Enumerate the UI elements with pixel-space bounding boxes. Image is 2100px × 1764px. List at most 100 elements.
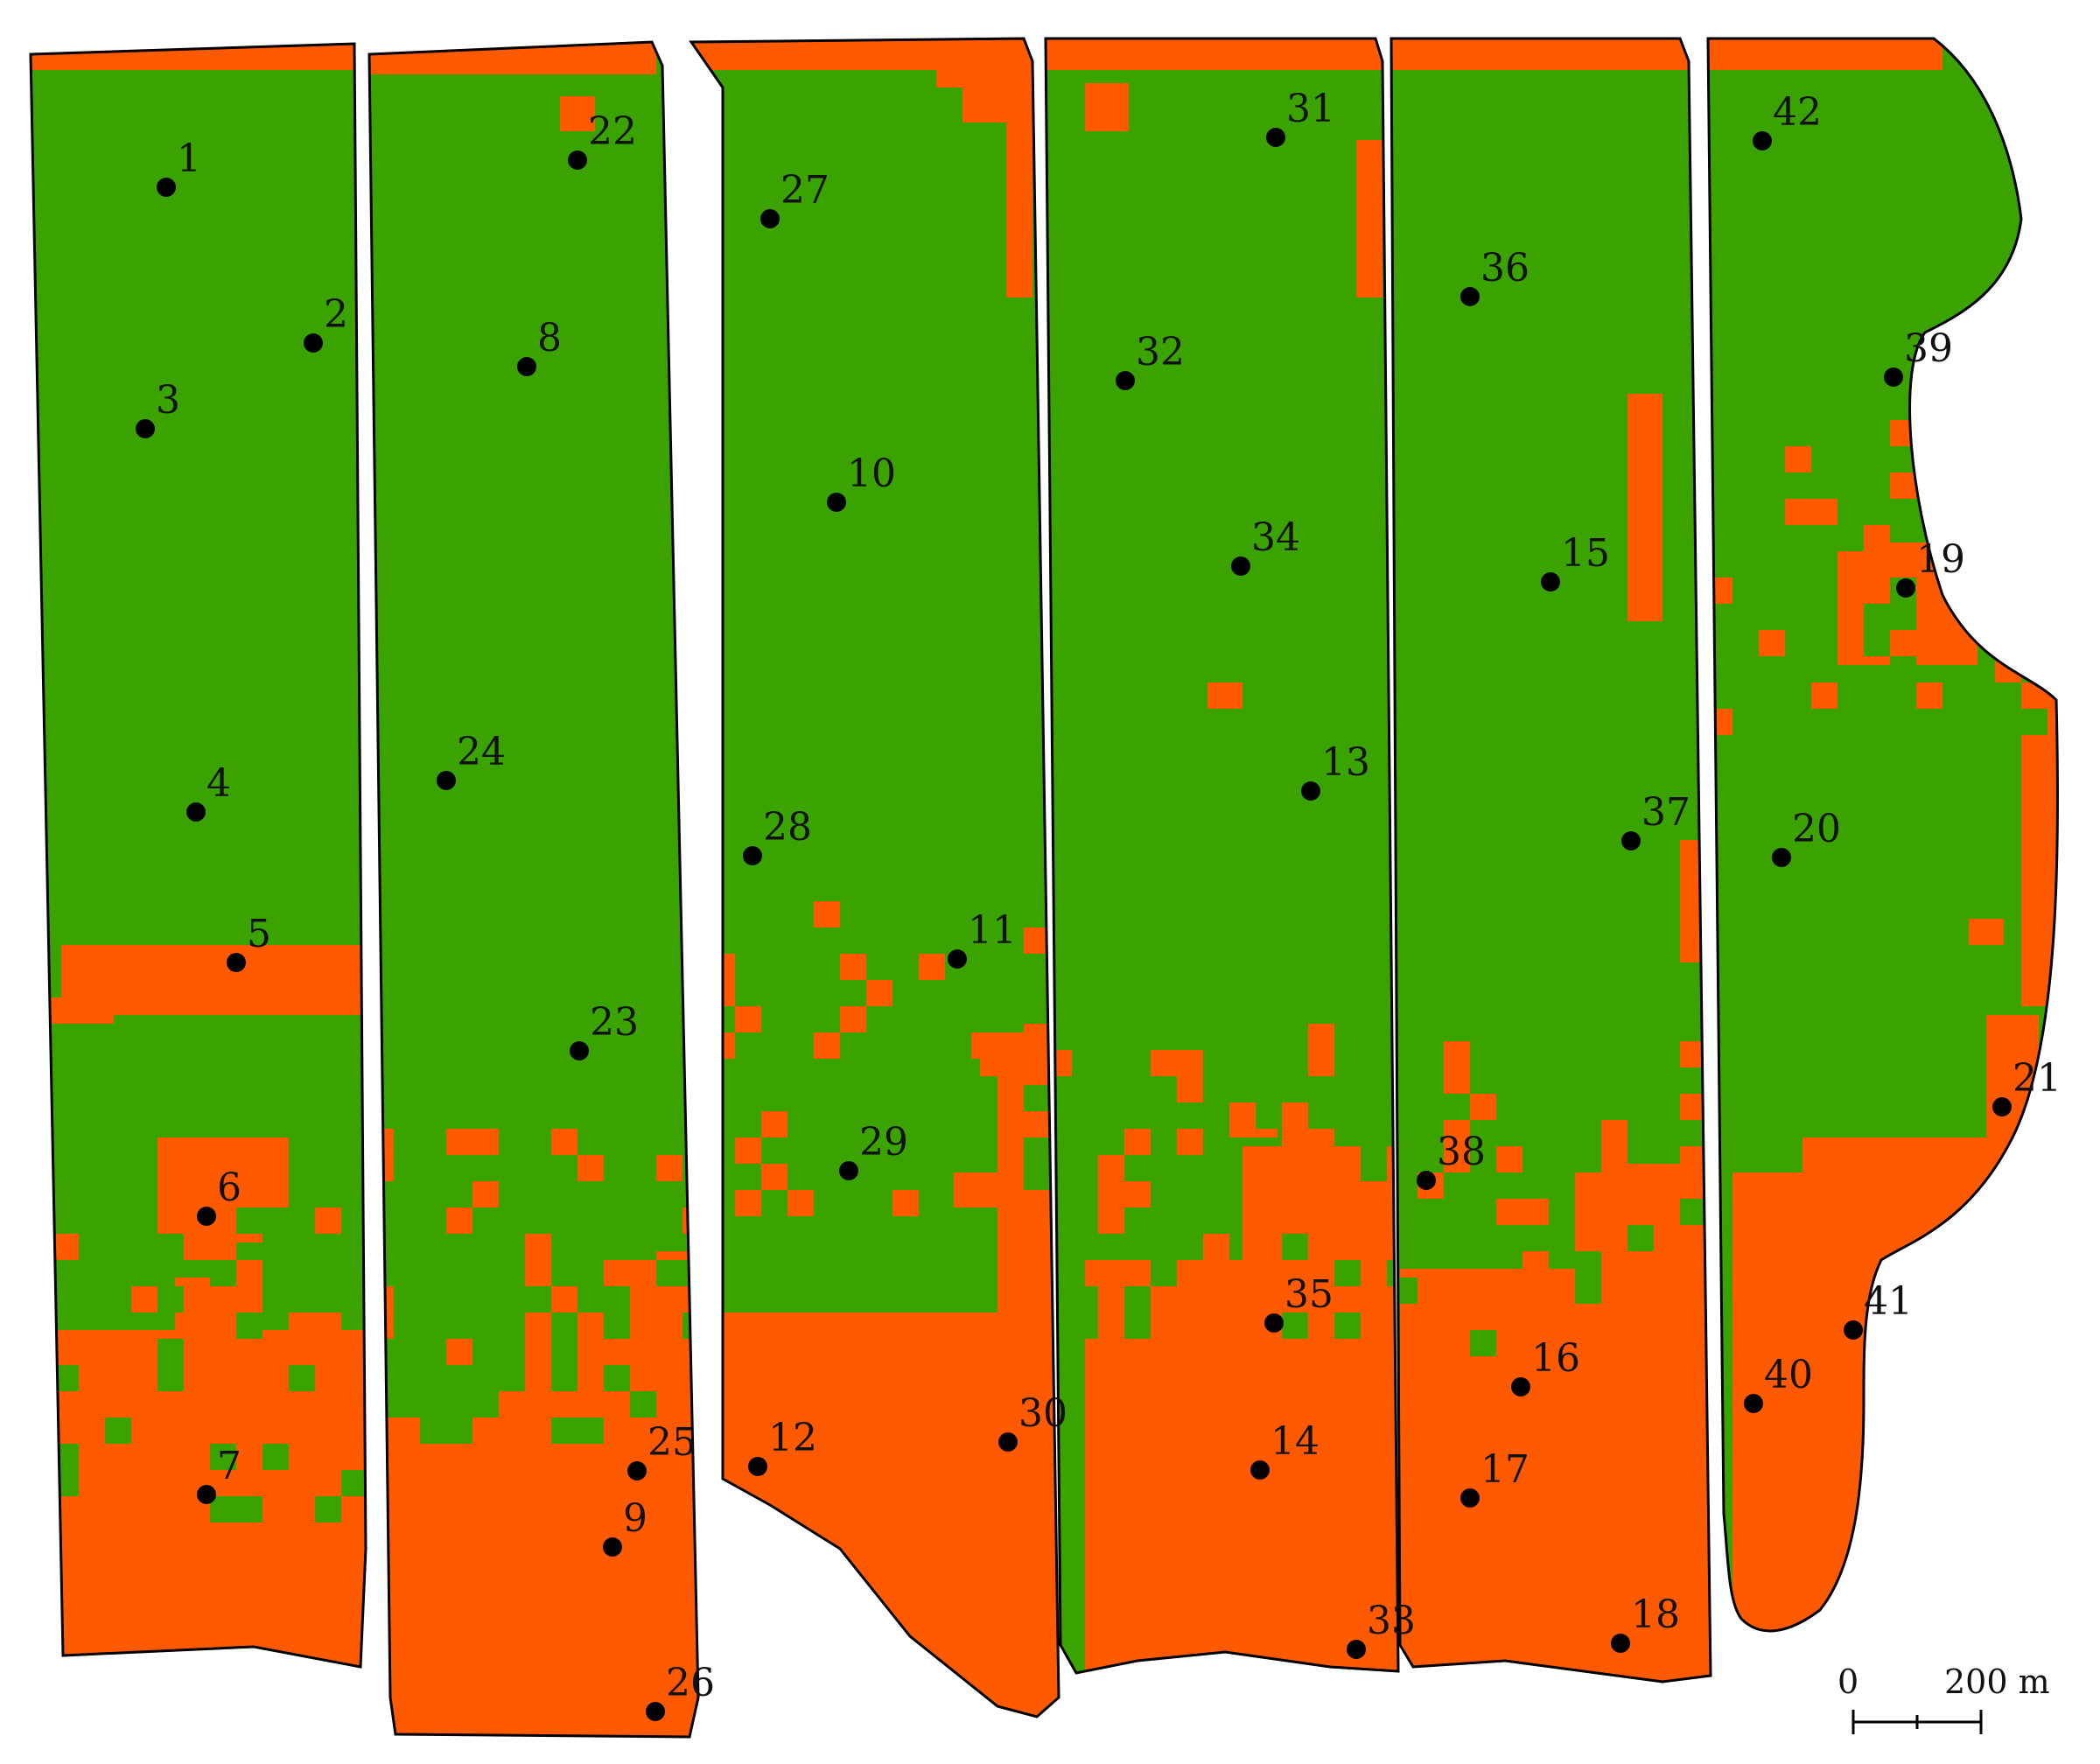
- zone-speckle: [1229, 1076, 1256, 1102]
- zone-speckle: [1444, 1146, 1470, 1172]
- sample-point-label: 6: [217, 1166, 242, 1210]
- zone-speckle: [394, 1365, 420, 1391]
- zone-speckle: [394, 1208, 420, 1234]
- zone-speckle: [814, 1032, 840, 1059]
- zone-speckle: [945, 1006, 971, 1032]
- zone-speckle: [551, 1129, 578, 1155]
- sample-point-marker: [743, 846, 762, 865]
- sample-point-13: 13: [1301, 740, 1370, 801]
- sample-point-label: 1: [177, 136, 201, 181]
- sample-point-marker: [197, 1207, 216, 1226]
- zone-speckle: [1361, 1155, 1387, 1181]
- zone-speckle: [1072, 1181, 1098, 1208]
- zone-speckle: [1811, 656, 1838, 682]
- zone-speckle: [1444, 1304, 1470, 1330]
- sample-point-label: 15: [1561, 531, 1610, 576]
- sample-point-label: 5: [247, 912, 271, 956]
- zone-speckle: [1575, 1278, 1601, 1304]
- zone-speckle: [1496, 1199, 1522, 1225]
- zone-speckle: [105, 1418, 131, 1444]
- zone-speckle: [472, 1129, 499, 1155]
- zone-speckle: [1308, 1024, 1334, 1050]
- sample-point-marker: [646, 1702, 665, 1721]
- zone-speckle: [1680, 1199, 1706, 1225]
- zone-speckle: [1522, 1041, 1549, 1068]
- zone-speckle: [1549, 1199, 1575, 1225]
- zone-speckle: [1995, 472, 2021, 499]
- zone-speckle: [630, 1129, 656, 1155]
- zone-speckle: [262, 1418, 289, 1444]
- zone-speckle: [735, 1190, 761, 1216]
- zone-speckle: [52, 1470, 79, 1496]
- sample-point-marker: [1611, 1634, 1630, 1653]
- sample-point-label: 3: [156, 378, 180, 423]
- sample-point-marker: [517, 357, 536, 376]
- sample-point-marker: [186, 802, 206, 822]
- zone-speckle: [1024, 1190, 1050, 1216]
- zone-speckle: [341, 1470, 366, 1496]
- zone-speckle: [551, 1312, 578, 1339]
- zone-speckle: [578, 1418, 604, 1444]
- zone-speckle: [691, 901, 709, 928]
- zone-speckle: [31, 1470, 52, 1496]
- sample-point-10: 10: [827, 452, 896, 512]
- zone-speckle: [1969, 551, 1995, 578]
- zone-speckle: [1072, 1234, 1098, 1260]
- zone-speckle: [840, 1111, 866, 1138]
- sample-point-38: 38: [1417, 1130, 1486, 1190]
- zone-speckle: [1361, 1129, 1387, 1155]
- sample-point-14: 14: [1250, 1419, 1320, 1480]
- low-zone-patch: [1628, 394, 1662, 621]
- zone-speckle: [2021, 682, 2048, 709]
- zone-speckle: [1098, 1312, 1124, 1339]
- zone-speckle: [1098, 1181, 1124, 1208]
- zone-speckle: [420, 1181, 446, 1208]
- field-5-fill: [1391, 38, 1711, 1682]
- zone-speckle: [945, 980, 971, 1006]
- zone-speckle: [1308, 1050, 1334, 1076]
- zone-speckle: [369, 1312, 394, 1339]
- sample-point-5: 5: [227, 912, 271, 972]
- field-fills: [31, 38, 2058, 1737]
- sample-point-marker: [1460, 287, 1480, 306]
- zone-speckle: [369, 1286, 394, 1312]
- zone-speckle: [1418, 1146, 1444, 1172]
- sample-point-label: 42: [1773, 90, 1822, 135]
- zone-speckle: [1444, 1068, 1470, 1094]
- zone-speckle: [945, 1032, 971, 1059]
- sample-point-marker: [1347, 1640, 1366, 1659]
- zone-speckle: [971, 1111, 998, 1138]
- zone-speckle: [1308, 1312, 1334, 1339]
- zone-speckle: [1151, 1050, 1177, 1076]
- zone-speckle: [1601, 1120, 1628, 1146]
- sample-point-label: 11: [968, 908, 1017, 953]
- zone-speckle: [1785, 446, 1811, 472]
- sample-point-31: 31: [1266, 87, 1335, 147]
- sample-point-marker: [1266, 128, 1285, 147]
- sample-point-label: 16: [1531, 1336, 1580, 1381]
- low-zone-patch: [1750, 1199, 1820, 1365]
- zone-speckle: [1628, 1120, 1654, 1146]
- low-zone-area: [369, 1418, 698, 1737]
- low-zone-area: [723, 1312, 1059, 1717]
- zone-speckle: [210, 1444, 236, 1470]
- sample-point-label: 38: [1437, 1130, 1486, 1174]
- low-zone-patch: [1391, 38, 1689, 70]
- zone-speckle: [1282, 1234, 1308, 1260]
- sample-point-marker: [1753, 131, 1772, 150]
- zone-speckle: [1522, 1304, 1549, 1330]
- zone-speckle: [1680, 1330, 1706, 1356]
- sample-point-label: 32: [1136, 330, 1185, 374]
- low-zone-patch: [1636, 394, 1662, 420]
- scale-bar-start-label: 0: [1838, 1662, 1858, 1701]
- zone-speckle: [1418, 1041, 1444, 1068]
- zone-speckle: [1969, 499, 1995, 525]
- zone-speckle: [394, 1339, 420, 1365]
- zone-speckle: [369, 1129, 394, 1155]
- sample-point-marker: [1896, 578, 1915, 598]
- zone-speckle: [289, 1312, 315, 1339]
- zone-speckle: [1024, 1085, 1050, 1111]
- sample-point-21: 21: [1992, 1056, 2062, 1116]
- low-zone-patch: [954, 1172, 998, 1208]
- zone-speckle: [158, 1234, 184, 1260]
